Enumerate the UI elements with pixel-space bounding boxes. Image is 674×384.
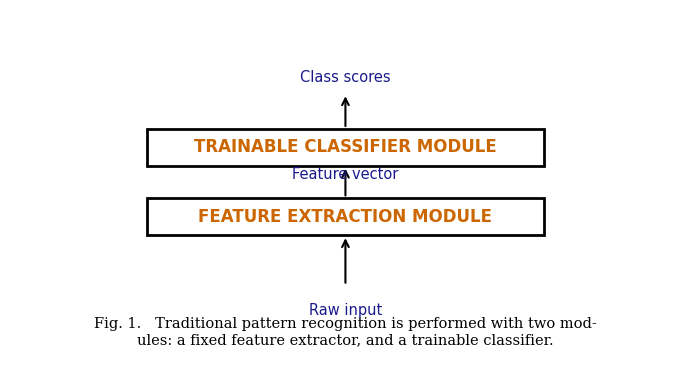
Text: Feature vector: Feature vector [293, 167, 398, 182]
Bar [147, 129, 544, 166]
Text: Raw input: Raw input [309, 303, 382, 318]
Text: Fig. 1.   Traditional pattern recognition is performed with two mod-: Fig. 1. Traditional pattern recognition … [94, 317, 596, 331]
Text: FEATURE EXTRACTION MODULE: FEATURE EXTRACTION MODULE [198, 208, 493, 226]
Bar [147, 199, 544, 235]
Text: Class scores: Class scores [300, 70, 391, 84]
Text: TRAINABLE CLASSIFIER MODULE: TRAINABLE CLASSIFIER MODULE [194, 138, 497, 156]
Text: ules: a fixed feature extractor, and a trainable classifier.: ules: a fixed feature extractor, and a t… [137, 333, 554, 347]
